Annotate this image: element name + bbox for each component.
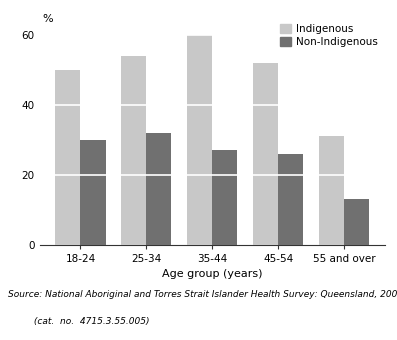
- Bar: [212, 150, 237, 245]
- Bar: [56, 70, 81, 245]
- Text: Source: National Aboriginal and Torres Strait Islander Health Survey: Queensland: Source: National Aboriginal and Torres S…: [8, 290, 397, 299]
- Bar: [278, 154, 303, 245]
- Bar: [146, 133, 172, 245]
- X-axis label: Age group (years): Age group (years): [162, 269, 263, 279]
- Bar: [81, 140, 106, 245]
- Bar: [187, 35, 212, 245]
- Text: %: %: [42, 14, 53, 24]
- Bar: [121, 55, 146, 245]
- Bar: [253, 63, 278, 245]
- Bar: [344, 199, 369, 245]
- Text: (cat.  no.  4715.3.55.005): (cat. no. 4715.3.55.005): [8, 318, 149, 326]
- Bar: [319, 136, 344, 245]
- Legend: Indigenous, Non-Indigenous: Indigenous, Non-Indigenous: [278, 22, 380, 49]
